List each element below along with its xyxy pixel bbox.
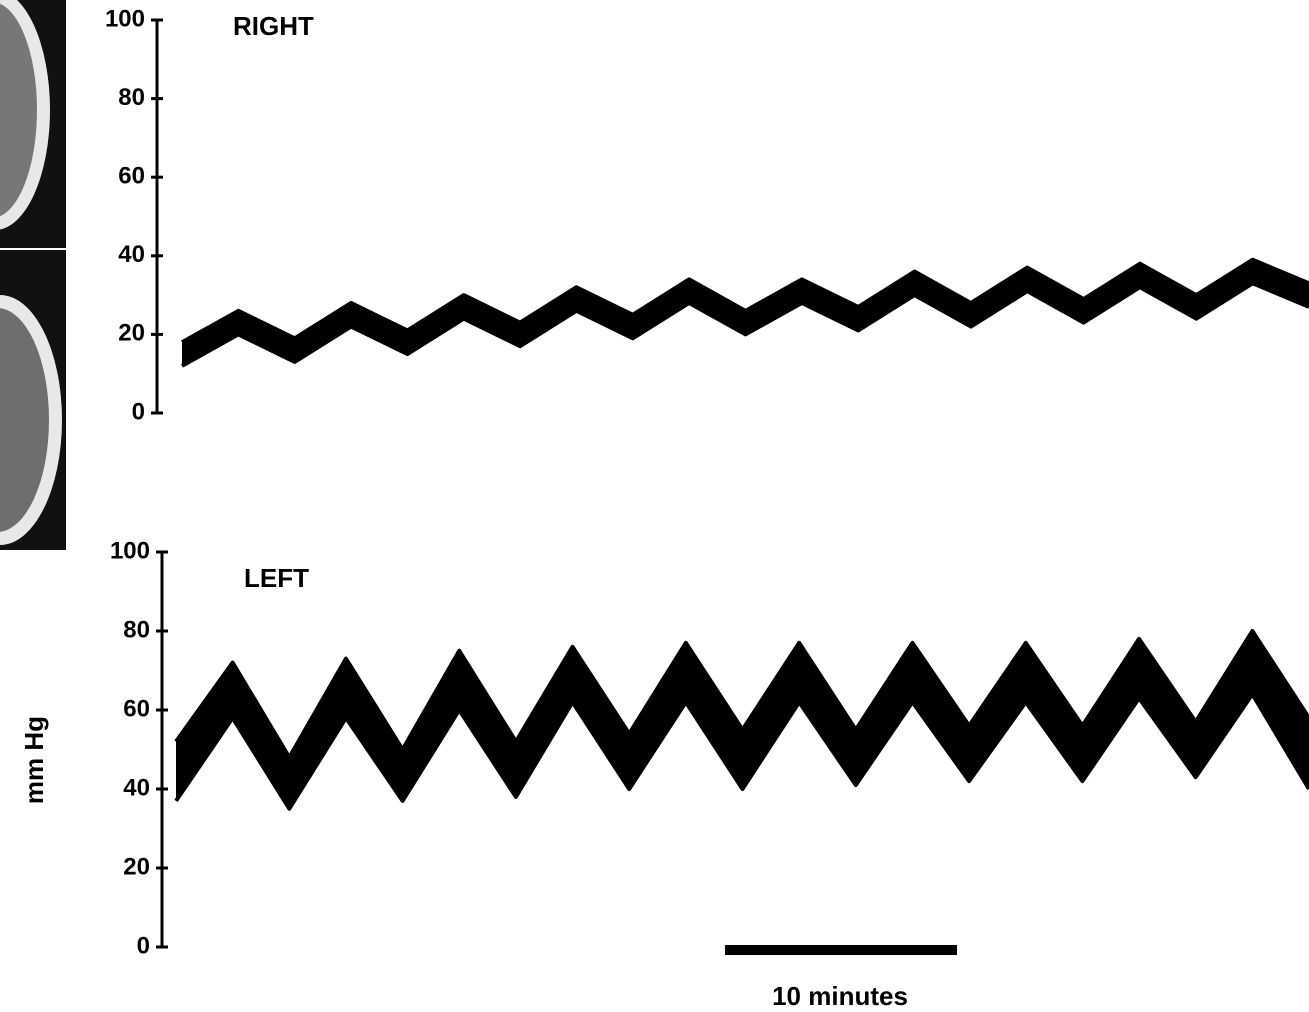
y-tick-label: 20 [123, 853, 150, 880]
y-axis-label: mm Hg [19, 716, 49, 804]
y-tick-label: 40 [123, 774, 150, 801]
y-tick-label: 80 [123, 616, 150, 643]
y-tick-label: 100 [110, 537, 150, 564]
y-tick-label: 60 [118, 163, 145, 190]
y-tick-label: 40 [118, 241, 145, 268]
chart-title: LEFT [244, 563, 309, 593]
y-tick-label: 80 [118, 84, 145, 111]
figure: 10 minutes mm Hg 0 20 40 60 80 100 RIGHT 0 20 40 6… [0, 0, 1309, 1012]
y-tick-label: 0 [132, 398, 145, 425]
ct-images [0, 0, 66, 550]
chart-title: RIGHT [233, 11, 314, 41]
y-tick-label: 100 [105, 5, 145, 32]
scale-bar-label: 10 minutes [772, 981, 908, 1011]
y-tick-label: 0 [137, 932, 150, 959]
y-tick-label: 60 [123, 695, 150, 722]
y-tick-label: 20 [118, 320, 145, 347]
